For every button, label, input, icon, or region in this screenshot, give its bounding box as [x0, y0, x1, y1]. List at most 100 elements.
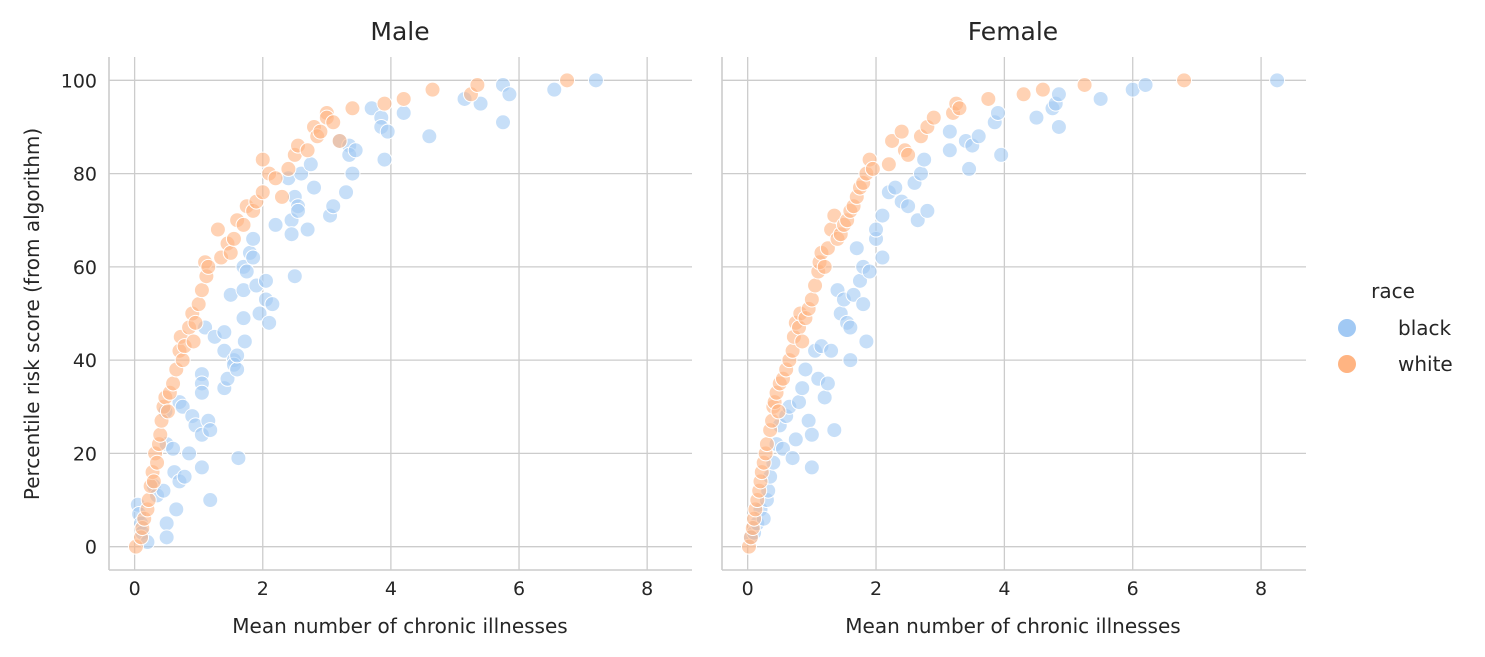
data-point-black — [421, 128, 438, 145]
data-point-black — [546, 81, 563, 98]
x-tick-label: 0 — [742, 578, 754, 600]
data-point-white — [193, 282, 210, 299]
data-point-white — [1015, 86, 1032, 103]
y-tick-label: 80 — [73, 164, 97, 186]
data-point-white — [376, 95, 393, 112]
data-point-black — [784, 450, 801, 467]
data-point-black — [193, 384, 210, 401]
data-point-black — [286, 268, 303, 285]
data-point-white — [280, 160, 297, 177]
legend: race black white — [1338, 279, 1453, 376]
legend-items: black white — [1338, 316, 1453, 376]
data-point-black — [961, 160, 978, 177]
data-point-white — [331, 132, 348, 149]
data-point-black — [158, 515, 175, 532]
y-tick-label: 40 — [73, 350, 97, 372]
data-point-black — [803, 459, 820, 476]
data-point-black — [238, 263, 255, 280]
data-point-black — [338, 184, 355, 201]
data-point-black — [794, 380, 811, 397]
data-point-black — [819, 375, 836, 392]
data-point-white — [312, 123, 329, 140]
panel-title-female: Female — [968, 17, 1058, 46]
x-tick-label: 8 — [1255, 578, 1267, 600]
data-point-black — [800, 412, 817, 429]
data-point-black — [941, 123, 958, 140]
data-point-white — [140, 492, 157, 509]
data-point-black — [235, 310, 252, 327]
data-point-black — [165, 440, 182, 457]
panel-title-male: Male — [370, 17, 429, 46]
data-point-white — [190, 296, 207, 313]
y-tick-label: 20 — [73, 443, 97, 465]
data-point-white — [200, 258, 217, 275]
x-tick-label: 2 — [870, 578, 882, 600]
x-axis-label-male: Mean number of chronic illnesses — [232, 614, 567, 638]
data-point-black — [900, 198, 917, 215]
data-point-white — [951, 100, 968, 117]
data-point-black — [289, 202, 306, 219]
data-point-black — [874, 249, 891, 266]
data-point-black — [202, 492, 219, 509]
x-tick-label: 4 — [385, 578, 397, 600]
data-point-white — [395, 90, 412, 107]
data-point-black — [376, 151, 393, 168]
data-point-white — [864, 160, 881, 177]
points-female — [740, 72, 1286, 555]
data-point-white — [880, 156, 897, 173]
data-point-white — [325, 114, 342, 131]
data-point-black — [1028, 109, 1045, 126]
data-point-black — [909, 212, 926, 229]
data-point-black — [855, 296, 872, 313]
data-point-white — [424, 81, 441, 98]
x-tick-label: 6 — [513, 578, 525, 600]
data-point-black — [993, 146, 1010, 163]
data-point-black — [845, 286, 862, 303]
data-point-black — [774, 440, 791, 457]
data-point-black — [176, 468, 193, 485]
data-point-white — [794, 333, 811, 350]
data-point-white — [149, 454, 166, 471]
data-point-white — [152, 426, 169, 443]
legend-title: race — [1371, 279, 1415, 303]
data-point-black — [245, 230, 262, 247]
data-point-black — [1092, 90, 1109, 107]
data-point-black — [1269, 72, 1286, 89]
data-point-white — [254, 151, 271, 168]
y-tick-label: 60 — [73, 257, 97, 279]
data-point-white — [185, 333, 202, 350]
data-point-white — [758, 436, 775, 453]
data-point-black — [395, 104, 412, 121]
data-point-black — [202, 422, 219, 439]
data-point-white — [209, 221, 226, 238]
data-point-white — [559, 72, 576, 89]
data-point-black — [868, 221, 885, 238]
data-point-white — [893, 123, 910, 140]
data-point-white — [884, 132, 901, 149]
data-point-white — [803, 291, 820, 308]
data-point-black — [495, 114, 512, 131]
data-point-white — [222, 244, 239, 261]
data-point-black — [787, 431, 804, 448]
data-point-white — [980, 90, 997, 107]
data-point-black — [970, 128, 987, 145]
data-point-white — [1176, 72, 1193, 89]
data-point-black — [826, 422, 843, 439]
data-point-white — [819, 240, 836, 257]
data-point-white — [900, 146, 917, 163]
data-point-white — [299, 142, 316, 159]
y-ticks-male: 0 20 40 60 80 100 — [61, 70, 97, 558]
data-point-black — [168, 501, 185, 518]
data-point-black — [1137, 76, 1154, 93]
data-point-black — [848, 240, 865, 257]
data-point-black — [791, 394, 808, 411]
legend-marker-white — [1338, 355, 1356, 373]
data-point-black — [257, 272, 274, 289]
data-point-white — [254, 184, 271, 201]
data-point-black — [919, 202, 936, 219]
x-axis-label-female: Mean number of chronic illnesses — [845, 614, 1180, 638]
data-point-black — [887, 179, 904, 196]
data-point-black — [858, 333, 875, 350]
data-point-black — [842, 319, 859, 336]
data-point-black — [158, 529, 175, 546]
